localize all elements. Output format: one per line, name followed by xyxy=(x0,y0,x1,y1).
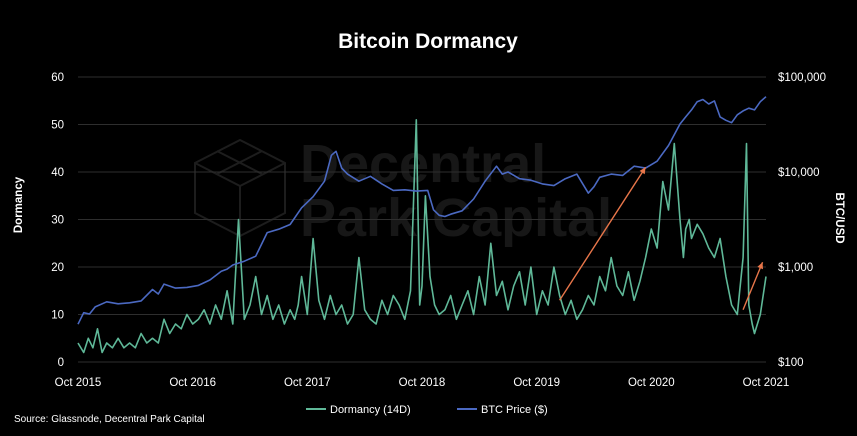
x-tick-label: Oct 2019 xyxy=(513,377,560,389)
chart-title: Bitcoin Dormancy xyxy=(338,30,518,53)
gridlines xyxy=(78,76,766,363)
y-tick-label: 20 xyxy=(51,262,64,274)
watermark: Decentral Park Capital xyxy=(194,134,612,248)
legend: Dormancy (14D) BTC Price ($) xyxy=(306,404,548,416)
series-lines xyxy=(77,96,767,354)
watermark-line-2: Park Capital xyxy=(300,188,612,248)
arrow-head xyxy=(757,262,763,270)
legend-item-btc-price: BTC Price ($) xyxy=(457,404,548,416)
arrow-head xyxy=(639,167,646,175)
btc-price-line xyxy=(77,96,767,325)
trend-arrow xyxy=(559,166,647,301)
y2-tick-label: $100,000 xyxy=(778,72,826,84)
annotations xyxy=(559,166,764,311)
y2-tick-label: $1,000 xyxy=(778,262,813,274)
legend-label-btc-price: BTC Price ($) xyxy=(481,404,548,416)
x-tick-label: Oct 2017 xyxy=(284,377,331,389)
left-axis-ticks: 0 10 20 30 40 50 60 xyxy=(51,72,64,369)
x-tick-label: Oct 2015 xyxy=(55,377,102,389)
watermark-line-1: Decentral xyxy=(300,134,546,194)
x-axis-ticks: Oct 2015 Oct 2016 Oct 2017 Oct 2018 Oct 2019… xyxy=(55,377,790,389)
legend-label-dormancy: Dormancy (14D) xyxy=(330,404,411,416)
y-tick-label: 0 xyxy=(58,357,64,369)
y-tick-label: 50 xyxy=(51,120,64,132)
y2-tick-label: $10,000 xyxy=(778,167,820,179)
y-tick-label: 10 xyxy=(51,310,64,322)
y-tick-label: 40 xyxy=(51,167,64,179)
y-tick-label: 60 xyxy=(51,72,64,84)
y-tick-label: 30 xyxy=(51,215,64,227)
trend-arrow xyxy=(742,261,764,311)
x-tick-label: Oct 2021 xyxy=(743,377,790,389)
dormancy-line xyxy=(77,119,767,354)
x-tick-label: Oct 2016 xyxy=(169,377,216,389)
source-note: Source: Glassnode, Decentral Park Capita… xyxy=(14,414,205,425)
right-axis-ticks: $100 $1,000 $10,000 $100,000 xyxy=(778,72,826,369)
y2-tick-label: $100 xyxy=(778,357,804,369)
x-tick-label: Oct 2018 xyxy=(399,377,446,389)
y-axis-label: Dormancy xyxy=(13,176,25,233)
watermark-cube-icon xyxy=(194,138,286,238)
legend-item-dormancy: Dormancy (14D) xyxy=(306,404,411,416)
y2-axis-label: BTC/USD xyxy=(833,192,845,243)
x-tick-label: Oct 2020 xyxy=(628,377,675,389)
